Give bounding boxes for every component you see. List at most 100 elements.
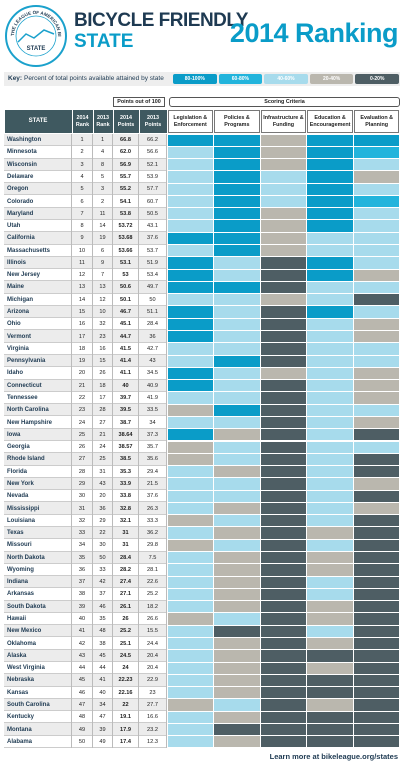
row-bg [4, 134, 167, 147]
criteria-cell [167, 601, 214, 613]
criteria-cell [260, 257, 307, 269]
criteria-cell [353, 478, 400, 490]
row-bg [4, 576, 167, 589]
criteria-cell [214, 171, 260, 183]
table-cell: 32.8 [113, 502, 139, 515]
criteria-cell [167, 515, 214, 527]
criteria-cell [167, 441, 214, 453]
criteria-cell [167, 478, 214, 490]
criteria-cell [353, 502, 400, 515]
table-cell: 25.2 [113, 625, 139, 638]
criteria-cell [307, 515, 353, 527]
criteria-cell [260, 159, 307, 171]
state-name: Alabama [4, 735, 72, 748]
state-name: Mississippi [4, 502, 72, 515]
criteria-cell [214, 576, 260, 588]
criteria-cell [260, 380, 307, 392]
table-cell: 27.7 [139, 698, 167, 712]
table-cell: 29.8 [139, 539, 167, 552]
criteria-cell [260, 687, 307, 699]
criteria-cell [353, 392, 400, 404]
table-cell: 16 [72, 318, 93, 331]
row-bg [4, 502, 167, 515]
criteria-cell [260, 650, 307, 662]
criteria-cell [214, 367, 260, 380]
table-cell: 11 [72, 256, 93, 270]
criteria-cell [353, 146, 400, 159]
table-cell: 12 [72, 269, 93, 282]
criteria-cell [353, 183, 400, 195]
table-cell: 25.2 [139, 588, 167, 601]
criteria-cell [167, 195, 214, 208]
table-cell: 3 [72, 158, 93, 171]
table-cell: 29.4 [139, 465, 167, 478]
table-cell: 45 [93, 649, 113, 663]
criteria-cell [353, 306, 400, 318]
criteria-cell [353, 613, 400, 625]
column-header: STATE [4, 110, 72, 133]
criteria-cell [167, 564, 214, 576]
logo-figure [17, 29, 55, 43]
table-cell: 32 [72, 514, 93, 527]
criteria-cell [214, 220, 260, 232]
criteria-cell [307, 269, 353, 281]
table-cell: 42 [93, 576, 113, 589]
row-bg [4, 637, 167, 650]
criteria-cell [214, 380, 260, 392]
criteria-cell [260, 404, 307, 416]
table-cell: 43 [72, 649, 93, 663]
criteria-cell [167, 723, 214, 736]
criteria-cell [214, 490, 260, 502]
table-cell: 36 [93, 502, 113, 515]
table-cell: 34 [72, 539, 93, 552]
state-name: Indiana [4, 576, 72, 589]
criteria-cell [307, 601, 353, 613]
criteria-cell [353, 441, 400, 453]
row-bg [4, 330, 167, 343]
criteria-cell [260, 146, 307, 159]
criteria-cell [307, 416, 353, 429]
row-bg [4, 158, 167, 171]
criteria-cell [167, 650, 214, 662]
table-cell: 9 [72, 232, 93, 245]
row-bg [4, 170, 167, 184]
table-cell: 19 [93, 232, 113, 245]
row-bg [4, 514, 167, 527]
table-cell: 19.1 [113, 711, 139, 724]
criteria-cell [214, 613, 260, 625]
criteria-cell [260, 478, 307, 490]
criteria-cell [353, 687, 400, 699]
criteria-cell [167, 294, 214, 306]
criteria-cell [307, 625, 353, 637]
criteria-cell [307, 453, 353, 466]
criteria-cell [214, 306, 260, 318]
table-cell: 42 [72, 637, 93, 650]
criteria-cell [353, 134, 400, 146]
state-name: Georgia [4, 441, 72, 454]
table-cell: 36.2 [139, 526, 167, 540]
table-cell: 38.64 [113, 428, 139, 441]
table-cell: 26.3 [139, 502, 167, 515]
table-cell: 16 [93, 342, 113, 356]
table-cell: 37.6 [139, 490, 167, 503]
criteria-cell [214, 195, 260, 208]
table-cell: 50.1 [113, 293, 139, 306]
table-cell: 35.3 [113, 465, 139, 478]
table-cell: 40.9 [139, 379, 167, 392]
criteria-cell [214, 527, 260, 539]
row-bg [4, 232, 167, 245]
criteria-cell [353, 330, 400, 343]
table-cell: 44 [72, 662, 93, 675]
table-cell: 44.7 [113, 330, 139, 343]
criteria-cell [260, 564, 307, 576]
table-cell: 38.7 [113, 416, 139, 429]
criteria-cell [307, 245, 353, 257]
criteria-cell [260, 466, 307, 478]
criteria-cell [214, 601, 260, 613]
state-name: Missouri [4, 539, 72, 552]
criteria-cell [260, 637, 307, 650]
row-bg [4, 723, 167, 736]
state-name: Arizona [4, 305, 72, 319]
criteria-cell [214, 343, 260, 355]
criteria-cell [214, 281, 260, 294]
